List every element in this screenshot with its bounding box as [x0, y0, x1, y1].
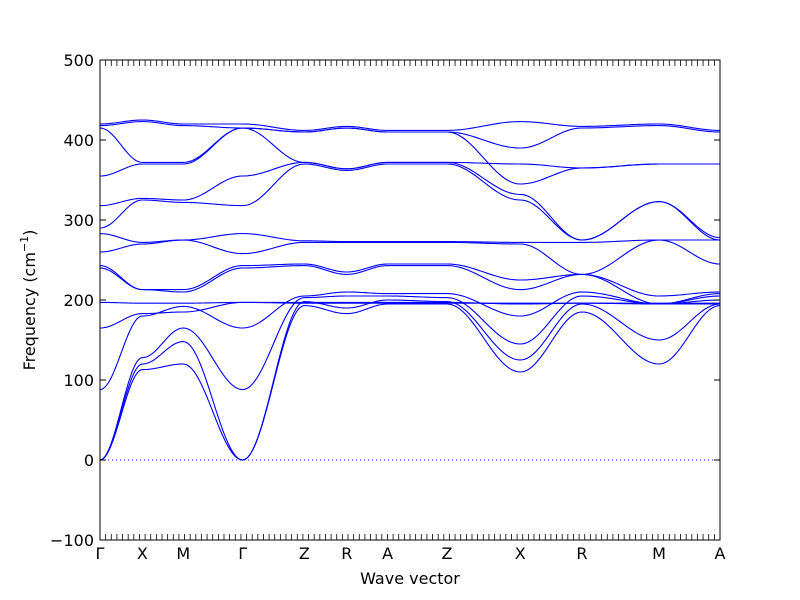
y-axis-label-main: Frequency (cm [20, 252, 39, 370]
plot-frame [99, 59, 721, 541]
y-tick-label: 300 [63, 211, 94, 230]
band-line-5 [100, 301, 720, 329]
band-line-9 [100, 239, 720, 275]
band-line-2 [100, 299, 720, 461]
band-lines [100, 119, 720, 461]
y-tick-label: 100 [63, 371, 94, 390]
y-axis-label-close: ) [20, 230, 39, 236]
band-line-14 [100, 127, 720, 185]
x-tick-label: Z [299, 544, 310, 563]
y-tick-label: −100 [50, 531, 94, 550]
x-tick-label: X [137, 544, 148, 563]
band-line-4 [100, 291, 720, 391]
x-axis-label: Wave vector [360, 569, 460, 588]
x-tick-label: Z [442, 544, 453, 563]
band-line-10 [100, 233, 720, 243]
x-tick-label: A [382, 544, 393, 563]
y-tick-label: 200 [63, 291, 94, 310]
x-tick-label: X [515, 544, 526, 563]
y-tick-label: 500 [63, 51, 94, 70]
band-line-16 [100, 119, 720, 131]
y-tick-label: 400 [63, 131, 94, 150]
band-line-11 [100, 163, 720, 241]
band-line-7 [100, 265, 720, 305]
x-tick-label: R [341, 544, 352, 563]
x-tick-label: R [576, 544, 587, 563]
band-line-1 [100, 303, 720, 461]
band-line-6 [100, 301, 720, 304]
x-tick-label: M [652, 544, 666, 563]
x-tick-label: Γ [96, 544, 105, 563]
band-line-12 [100, 161, 720, 241]
x-tick-label: Γ [238, 544, 247, 563]
band-line-15 [100, 121, 720, 149]
y-axis-label-superscript: −1 [18, 236, 31, 252]
x-tick-label: A [715, 544, 726, 563]
band-line-3 [100, 295, 720, 461]
band-line-13 [100, 127, 720, 177]
y-tick-label: 0 [84, 451, 94, 470]
y-axis-label: Frequency (cm−1) [18, 230, 39, 371]
band-line-8 [100, 263, 720, 297]
x-tick-label: M [176, 544, 190, 563]
